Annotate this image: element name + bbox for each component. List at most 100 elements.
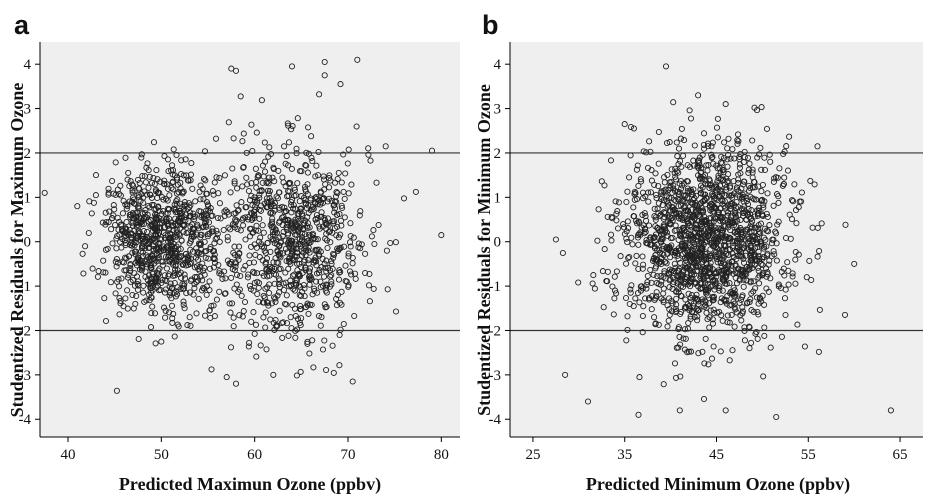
data-point — [251, 241, 258, 248]
data-point — [193, 274, 200, 281]
data-point — [293, 150, 300, 157]
data-point — [635, 182, 642, 189]
data-point — [731, 229, 738, 236]
data-point — [230, 249, 237, 256]
data-point — [791, 181, 798, 188]
data-point — [323, 366, 330, 374]
data-point — [330, 251, 338, 258]
data-point — [333, 198, 340, 205]
data-point — [212, 135, 220, 142]
data-point — [166, 292, 173, 299]
data-point — [660, 230, 667, 237]
data-point — [191, 281, 198, 288]
data-point — [320, 195, 327, 202]
data-point — [370, 227, 377, 234]
data-point — [621, 230, 628, 238]
data-point — [743, 197, 750, 205]
data-point — [725, 238, 732, 245]
data-point — [217, 215, 224, 222]
data-point — [110, 212, 117, 219]
data-point — [671, 206, 678, 213]
data-point — [660, 290, 667, 297]
data-point — [88, 210, 95, 217]
data-point — [714, 115, 721, 122]
data-point — [342, 262, 349, 269]
data-point — [648, 177, 655, 184]
data-point — [740, 241, 747, 248]
data-point — [613, 210, 620, 217]
data-point — [793, 220, 800, 227]
data-point — [701, 197, 708, 204]
data-point — [200, 196, 207, 203]
data-point — [160, 304, 168, 311]
data-point — [695, 163, 702, 170]
data-point — [718, 153, 725, 160]
data-point — [253, 353, 260, 360]
data-point — [638, 224, 645, 231]
data-point — [756, 151, 763, 158]
data-point — [803, 274, 810, 281]
data-point — [282, 208, 289, 215]
data-point — [635, 218, 642, 225]
data-point — [562, 371, 569, 378]
data-point — [229, 300, 236, 307]
data-point — [272, 298, 279, 305]
data-point — [290, 205, 297, 212]
data-point — [125, 271, 132, 278]
data-point — [283, 153, 290, 160]
data-point — [694, 232, 701, 239]
data-point — [245, 271, 252, 278]
data-point — [686, 107, 693, 114]
data-point — [699, 348, 706, 355]
data-point — [134, 257, 141, 264]
data-point — [687, 115, 695, 122]
data-point — [604, 278, 611, 285]
data-point — [171, 279, 178, 287]
data-point — [766, 151, 773, 158]
data-point — [743, 277, 750, 284]
data-point — [100, 269, 107, 276]
data-point — [254, 174, 261, 181]
data-point — [181, 214, 188, 221]
data-point — [134, 176, 142, 183]
data-point — [337, 268, 344, 276]
data-point — [639, 253, 646, 260]
data-point — [167, 238, 174, 245]
data-point — [329, 265, 336, 272]
data-point — [174, 321, 181, 328]
data-point — [230, 135, 237, 142]
data-point — [767, 158, 774, 165]
data-point — [202, 219, 209, 226]
data-point — [747, 223, 754, 230]
data-point — [180, 301, 187, 308]
data-point — [700, 217, 708, 225]
data-point — [321, 337, 328, 344]
data-point — [709, 230, 716, 237]
data-point — [209, 188, 216, 195]
data-point — [761, 166, 769, 174]
data-point — [681, 203, 689, 210]
data-point — [222, 207, 229, 214]
data-point — [154, 176, 161, 183]
data-point — [695, 350, 702, 357]
data-point — [150, 246, 157, 253]
data-point — [705, 361, 712, 368]
data-point — [720, 234, 727, 241]
data-point — [124, 274, 131, 281]
data-point — [614, 208, 621, 215]
data-point — [842, 221, 849, 228]
data-point — [785, 281, 792, 288]
data-point — [624, 218, 631, 225]
y-tick-label: -3 — [19, 368, 32, 384]
data-point — [595, 206, 602, 213]
data-point — [94, 273, 101, 280]
data-point — [639, 211, 646, 218]
data-point — [757, 295, 764, 302]
data-point — [129, 189, 136, 196]
data-point — [591, 285, 598, 292]
data-point — [195, 295, 202, 302]
data-point — [284, 120, 291, 127]
data-point — [118, 275, 125, 282]
data-point — [247, 233, 254, 240]
data-point — [212, 259, 219, 267]
